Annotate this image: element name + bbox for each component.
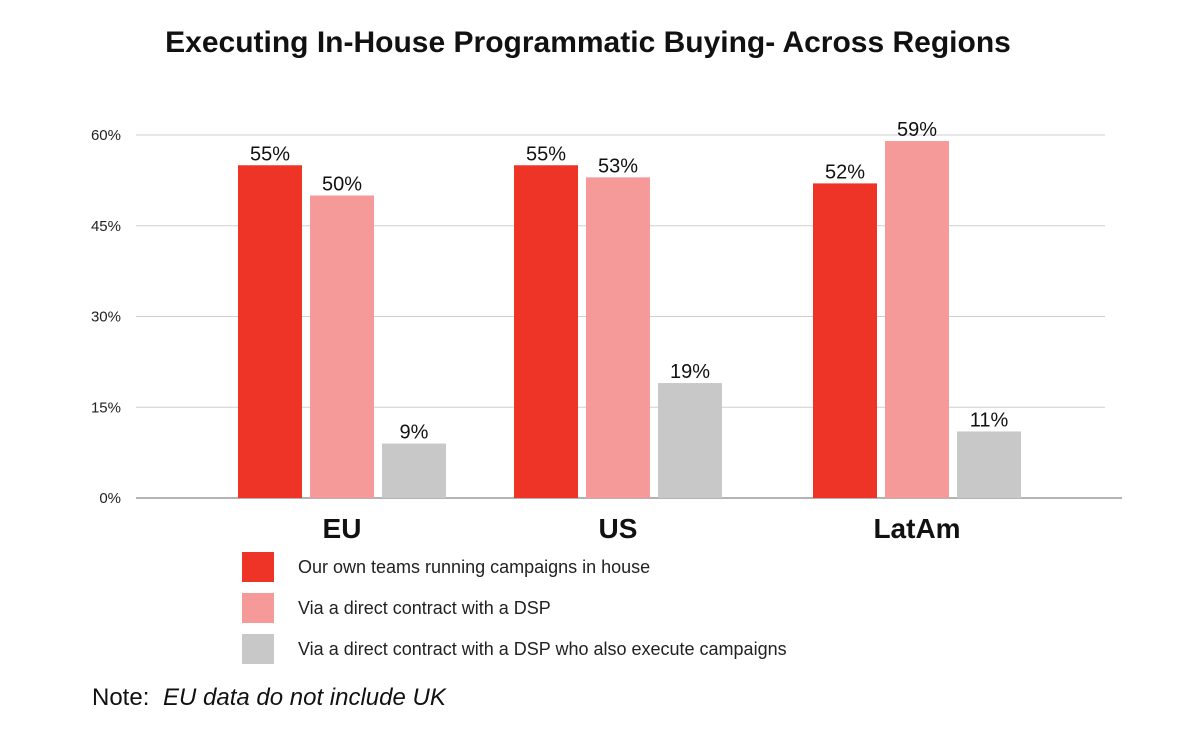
data-label: 59%	[897, 119, 937, 141]
legend-label: Via a direct contract with a DSP	[298, 598, 551, 618]
bar-eu-series-2	[310, 195, 374, 498]
y-axis-ticks: 0% 15% 30% 45% 60%	[91, 127, 121, 507]
y-tick-label: 0%	[99, 490, 121, 507]
data-label: 50%	[322, 174, 362, 196]
bar-us-series-2	[586, 177, 650, 498]
category-label-us: US	[599, 513, 638, 544]
y-tick-label: 30%	[91, 309, 121, 326]
category-label-latam: LatAm	[873, 513, 960, 544]
data-label: 19%	[670, 361, 710, 383]
data-label: 11%	[970, 409, 1009, 431]
data-label: 53%	[598, 155, 638, 177]
note: Note: EU data do not include UK	[92, 684, 447, 711]
note-prefix: Note:	[92, 684, 149, 711]
bar-us-series-3	[658, 383, 722, 498]
legend-label: Via a direct contract with a DSP who als…	[298, 639, 787, 659]
bars	[238, 141, 1021, 499]
bar-eu-series-1	[238, 165, 302, 498]
data-label: 55%	[250, 143, 290, 165]
legend-swatch	[242, 634, 274, 664]
chart-title: Executing In-House Programmatic Buying- …	[165, 26, 1011, 59]
category-label-eu: EU	[323, 513, 362, 544]
bar-latam-series-1	[813, 183, 877, 498]
legend-swatch	[242, 593, 274, 623]
bar-latam-series-3	[957, 431, 1021, 498]
legend-swatch	[242, 552, 274, 582]
bar-latam-series-2	[885, 141, 949, 499]
data-label: 9%	[400, 422, 429, 444]
data-label: 55%	[526, 143, 566, 165]
legend: Our own teams running campaigns in house…	[242, 552, 787, 664]
y-tick-label: 60%	[91, 127, 121, 144]
y-tick-label: 45%	[91, 218, 121, 235]
x-axis-categories: EU US LatAm	[323, 513, 961, 544]
bar-eu-series-3	[382, 443, 446, 498]
note-text: EU data do not include UK	[163, 684, 447, 711]
data-label: 52%	[825, 161, 865, 183]
y-tick-label: 15%	[91, 399, 121, 416]
bar-us-series-1	[514, 165, 578, 498]
legend-label: Our own teams running campaigns in house	[298, 557, 650, 577]
data-labels: 55% 50% 9% 55% 53% 19% 52% 59% 11%	[250, 119, 1009, 444]
